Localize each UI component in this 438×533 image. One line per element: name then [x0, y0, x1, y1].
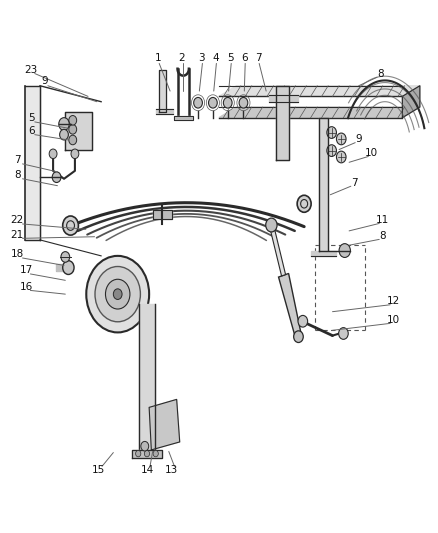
- Circle shape: [223, 98, 232, 108]
- Polygon shape: [149, 399, 180, 450]
- Polygon shape: [318, 118, 328, 251]
- Circle shape: [336, 133, 346, 145]
- Circle shape: [63, 216, 78, 235]
- Polygon shape: [276, 86, 289, 160]
- Polygon shape: [403, 86, 420, 118]
- Circle shape: [136, 450, 141, 457]
- Circle shape: [61, 252, 70, 262]
- Polygon shape: [25, 86, 40, 240]
- Polygon shape: [173, 116, 193, 120]
- Circle shape: [266, 218, 277, 232]
- Text: 9: 9: [41, 77, 48, 86]
- Circle shape: [339, 328, 348, 340]
- Circle shape: [69, 116, 77, 125]
- Text: 10: 10: [387, 314, 400, 325]
- Circle shape: [86, 256, 149, 333]
- Text: 12: 12: [387, 296, 400, 306]
- Text: 23: 23: [25, 65, 38, 75]
- Circle shape: [194, 98, 202, 108]
- Polygon shape: [219, 86, 420, 96]
- Circle shape: [336, 151, 346, 163]
- Circle shape: [49, 149, 57, 159]
- Circle shape: [63, 261, 74, 274]
- Polygon shape: [279, 273, 301, 338]
- Text: 22: 22: [11, 215, 24, 225]
- Text: 8: 8: [14, 170, 21, 180]
- Circle shape: [339, 244, 350, 257]
- Text: 14: 14: [140, 465, 154, 474]
- Text: 7: 7: [14, 155, 21, 165]
- Circle shape: [106, 279, 130, 309]
- Text: 11: 11: [376, 215, 389, 225]
- Circle shape: [141, 441, 149, 451]
- Text: 5: 5: [227, 53, 233, 63]
- Polygon shape: [269, 95, 297, 102]
- Text: 15: 15: [92, 465, 106, 474]
- Polygon shape: [139, 304, 155, 455]
- Text: 6: 6: [28, 126, 35, 136]
- Text: 1: 1: [155, 53, 161, 63]
- Text: 8: 8: [379, 231, 386, 241]
- Circle shape: [145, 450, 150, 457]
- Text: 16: 16: [20, 282, 34, 292]
- Text: 7: 7: [351, 177, 358, 188]
- Circle shape: [69, 125, 77, 134]
- Text: 18: 18: [11, 249, 24, 259]
- Circle shape: [60, 130, 68, 140]
- Circle shape: [71, 149, 79, 159]
- Text: 4: 4: [212, 53, 219, 63]
- Polygon shape: [56, 264, 73, 271]
- Circle shape: [153, 450, 158, 457]
- Text: 6: 6: [241, 53, 247, 63]
- Text: 5: 5: [28, 112, 35, 123]
- Text: 7: 7: [255, 53, 261, 63]
- Text: 9: 9: [355, 134, 362, 144]
- Polygon shape: [155, 109, 173, 115]
- Polygon shape: [219, 107, 420, 118]
- Circle shape: [327, 127, 336, 139]
- Polygon shape: [152, 210, 172, 219]
- Text: 17: 17: [20, 265, 34, 275]
- Circle shape: [298, 316, 307, 327]
- Text: 2: 2: [179, 53, 185, 63]
- Circle shape: [95, 266, 141, 322]
- Polygon shape: [269, 224, 286, 276]
- Circle shape: [52, 172, 61, 182]
- Text: 10: 10: [365, 148, 378, 158]
- Text: 21: 21: [11, 230, 24, 240]
- Polygon shape: [311, 251, 336, 256]
- Text: 8: 8: [377, 69, 384, 78]
- Polygon shape: [65, 112, 92, 150]
- Polygon shape: [159, 70, 166, 112]
- Circle shape: [327, 145, 336, 157]
- Circle shape: [293, 331, 303, 343]
- Circle shape: [297, 195, 311, 212]
- Polygon shape: [132, 450, 162, 458]
- Circle shape: [59, 118, 69, 131]
- Text: 13: 13: [164, 465, 177, 474]
- Circle shape: [208, 98, 217, 108]
- Circle shape: [69, 135, 77, 145]
- Circle shape: [239, 98, 248, 108]
- Text: 3: 3: [198, 53, 205, 63]
- Circle shape: [113, 289, 122, 300]
